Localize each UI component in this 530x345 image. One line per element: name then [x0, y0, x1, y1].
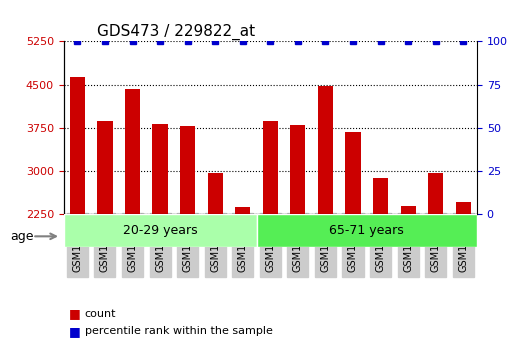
Bar — [125, 89, 140, 343]
Bar — [208, 172, 223, 343]
Bar — [346, 132, 360, 343]
Bar — [290, 125, 305, 343]
Text: age: age — [11, 230, 34, 243]
Bar — [235, 207, 250, 343]
Text: count: count — [85, 309, 116, 319]
Bar — [70, 77, 85, 343]
FancyBboxPatch shape — [64, 214, 257, 247]
FancyBboxPatch shape — [257, 214, 477, 247]
Bar — [318, 86, 333, 343]
Bar — [456, 203, 471, 343]
Text: 65-71 years: 65-71 years — [329, 224, 404, 237]
Text: GDS473 / 229822_at: GDS473 / 229822_at — [96, 24, 255, 40]
Text: 20-29 years: 20-29 years — [123, 224, 197, 237]
Text: percentile rank within the sample: percentile rank within the sample — [85, 326, 272, 336]
Bar — [263, 121, 278, 343]
Bar — [153, 124, 167, 343]
Bar — [180, 126, 195, 343]
Bar — [98, 121, 112, 343]
Bar — [373, 178, 388, 343]
Text: ■: ■ — [69, 325, 81, 338]
Bar — [428, 172, 443, 343]
Bar — [401, 206, 416, 343]
Text: ■: ■ — [69, 307, 81, 321]
